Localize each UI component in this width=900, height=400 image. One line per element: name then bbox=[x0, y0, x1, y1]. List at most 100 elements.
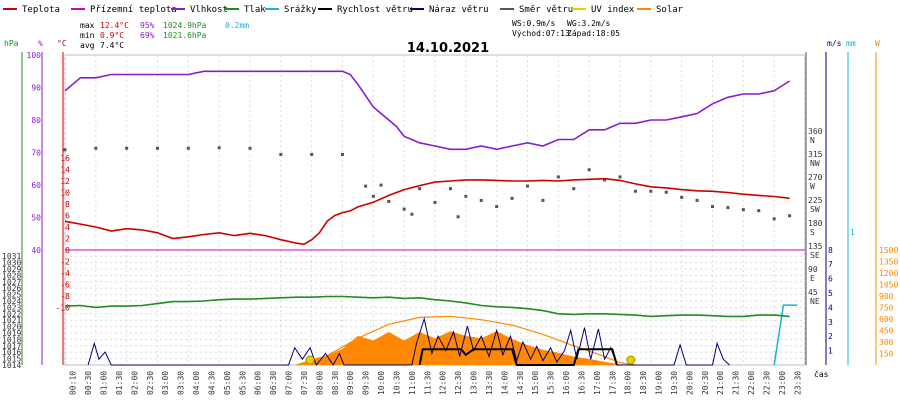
wind-dir-point bbox=[587, 168, 591, 172]
legend-label: Tlak bbox=[244, 5, 266, 15]
x-tick-label: 13:30 bbox=[485, 371, 494, 395]
solar-area bbox=[296, 331, 636, 365]
stat-max-hum: 95% bbox=[140, 21, 155, 30]
wind-dir-point bbox=[726, 206, 730, 210]
x-tick-label: 11:30 bbox=[423, 371, 432, 395]
wind-dir-point bbox=[217, 146, 221, 150]
temperature-line bbox=[64, 177, 790, 246]
temp-tick-label: 14 bbox=[60, 166, 70, 175]
wind-dir-point bbox=[572, 187, 576, 191]
wind-dir-point bbox=[695, 198, 699, 202]
w-tick-label: 900 bbox=[879, 292, 894, 301]
wind-dir-point bbox=[788, 214, 792, 218]
x-tick-label: 11:00 bbox=[408, 371, 417, 395]
x-tick-label: 12:00 bbox=[439, 371, 448, 395]
w-tick-label: 1050 bbox=[879, 280, 898, 289]
hpa-tick-label: 1028 bbox=[2, 271, 21, 280]
hpa-tick-label: 1024 bbox=[2, 297, 21, 306]
dir-tick-label: SE bbox=[810, 251, 820, 260]
ms-tick-label: 8 bbox=[828, 246, 833, 255]
legend-label: Náraz větru bbox=[429, 5, 489, 15]
stat-avg-temp: 7.4°C bbox=[100, 41, 124, 50]
temp-tick-label: 10 bbox=[60, 189, 70, 198]
w-tick-label: 300 bbox=[879, 338, 894, 347]
sunset-time: Západ:18:05 bbox=[567, 29, 620, 38]
x-tick-label: 21:30 bbox=[732, 371, 741, 395]
wind-dir-point bbox=[341, 152, 344, 156]
x-tick-label: 13:00 bbox=[470, 371, 479, 395]
axis-unit-w: W bbox=[875, 39, 880, 48]
temp-tick-label: 2 bbox=[65, 235, 70, 244]
wind-dir-point bbox=[772, 217, 776, 221]
stat-max-label: max bbox=[80, 21, 95, 30]
x-tick-label: 14:30 bbox=[516, 371, 525, 395]
temp-tick-label: -2 bbox=[60, 258, 70, 267]
dir-tick-deg: 270 bbox=[808, 173, 823, 182]
stat-min-label: min bbox=[80, 31, 95, 40]
chart-title: 14.10.2021 bbox=[407, 41, 489, 56]
w-tick-label: 450 bbox=[879, 326, 894, 335]
x-axis-label: čas bbox=[814, 369, 829, 379]
wind-dir-point bbox=[618, 175, 622, 179]
stat-max-rain: 0.2mm bbox=[225, 21, 249, 30]
dir-tick-deg: 225 bbox=[808, 196, 823, 205]
dir-tick-label: N bbox=[810, 136, 815, 145]
pct-tick-label: 90 bbox=[31, 84, 41, 93]
legend-label: Směr větru bbox=[519, 5, 573, 15]
pct-tick-label: 80 bbox=[31, 116, 41, 125]
x-tick-label: 04:00 bbox=[192, 371, 201, 395]
wind-dir-point bbox=[379, 183, 383, 187]
stat-min-temp: 0.9°C bbox=[100, 31, 124, 40]
temp-tick-label: 4 bbox=[65, 223, 70, 232]
wind-dir-point bbox=[448, 187, 452, 191]
x-tick-label: 23:30 bbox=[793, 371, 802, 395]
solar-theoretical-line bbox=[296, 315, 636, 366]
dir-tick-deg: 180 bbox=[808, 219, 823, 228]
dir-tick-deg: 360 bbox=[808, 127, 823, 136]
wind-dir-point bbox=[757, 209, 761, 213]
temp-tick-label: 16 bbox=[60, 154, 70, 163]
wind-dir-point bbox=[633, 189, 637, 193]
x-tick-label: 09:00 bbox=[346, 371, 355, 395]
axis-unit-hpa: hPa bbox=[4, 39, 19, 48]
x-tick-label: 09:30 bbox=[362, 371, 371, 395]
x-tick-label: 22:30 bbox=[762, 371, 771, 395]
x-tick-label: 02:30 bbox=[146, 371, 155, 395]
pct-tick-label: 40 bbox=[31, 246, 41, 255]
hpa-tick-label: 1019 bbox=[2, 329, 21, 338]
temp-tick-label: -10 bbox=[56, 304, 71, 313]
pct-tick-label: 70 bbox=[31, 149, 41, 158]
wind-dir-point bbox=[410, 212, 414, 216]
x-tick-label: 10:30 bbox=[392, 371, 401, 395]
stats-block: max 12.4°C 95% 1024.9hPa 0.2mm min 0.9°C… bbox=[80, 21, 249, 50]
wind-speed-avg: WS:0.9m/s bbox=[512, 19, 556, 28]
w-tick-label: 150 bbox=[879, 349, 894, 358]
dir-tick-label: S bbox=[810, 228, 815, 237]
gust-line bbox=[87, 316, 730, 367]
x-tick-label: 08:00 bbox=[315, 371, 324, 395]
hpa-tick-label: 1025 bbox=[2, 291, 21, 300]
x-tick-label: 07:00 bbox=[285, 371, 294, 395]
w-tick-label: 1200 bbox=[879, 269, 898, 278]
hpa-tick-label: 1031 bbox=[2, 252, 21, 261]
legend: Teplota Přízemní teplota Vlhkost Tlak Srážky… bbox=[3, 5, 684, 15]
ms-tick-label: 2 bbox=[828, 332, 833, 341]
hpa-tick-label: 1014 bbox=[2, 361, 21, 370]
wind-dir-point bbox=[402, 207, 406, 211]
wind-dir-point bbox=[603, 178, 607, 182]
x-tick-label: 20:30 bbox=[701, 371, 710, 395]
wind-dir-point bbox=[456, 215, 460, 219]
wind-dir-point bbox=[279, 152, 283, 156]
wind-dir-point bbox=[464, 194, 468, 198]
legend-label: Vlhkost bbox=[190, 5, 228, 15]
x-tick-label: 14:00 bbox=[500, 371, 509, 395]
x-axis: 00:10 00:30 01:00 01:30 02:00 02:30 03:00 03:30… bbox=[69, 371, 803, 395]
dir-tick-label: E bbox=[810, 274, 815, 283]
x-tick-label: 08:30 bbox=[331, 371, 340, 395]
rain-line bbox=[773, 304, 798, 366]
wind-dir-point bbox=[526, 184, 529, 188]
axis-unit-pct: % bbox=[38, 39, 43, 48]
hpa-tick-label: 1018 bbox=[2, 335, 21, 344]
wind-dir-point bbox=[541, 198, 545, 202]
x-tick-label: 23:00 bbox=[778, 371, 787, 395]
